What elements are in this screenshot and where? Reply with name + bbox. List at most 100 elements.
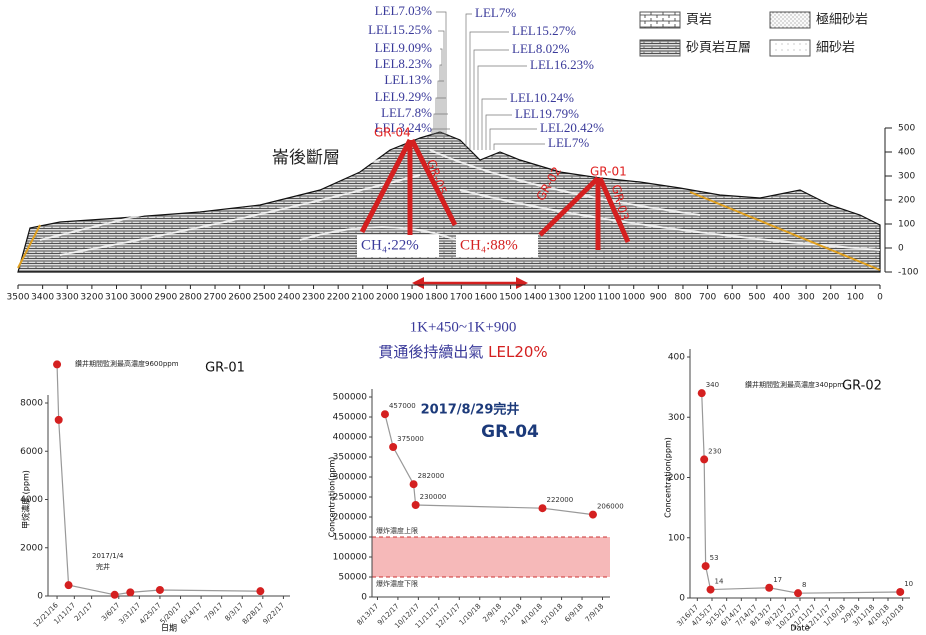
x-tick-label: 1400 xyxy=(524,293,547,303)
y-tick-label: 150000 xyxy=(333,533,368,543)
data-point xyxy=(794,589,802,597)
chart-title: GR-04 xyxy=(481,422,539,442)
x-tick-label: 2000 xyxy=(376,293,399,303)
x-tick-label: 1000 xyxy=(622,293,645,303)
data-point xyxy=(702,562,710,570)
data-label: 53 xyxy=(710,554,719,562)
legend-label: 砂頁岩互層 xyxy=(686,41,751,56)
lel-label: LEL20.42% xyxy=(540,120,604,135)
y-tick-label: 6000 xyxy=(20,447,43,457)
y-tick-label: 8000 xyxy=(20,399,43,409)
lel-label: LEL19.79% xyxy=(515,106,579,121)
band-label: 爆炸濃度上限 xyxy=(376,526,418,535)
y-tick-label: 300 xyxy=(898,172,915,182)
y-tick-label: 400000 xyxy=(333,433,368,443)
x-tick-label: 2900 xyxy=(154,293,177,303)
x-tick-label: 2500 xyxy=(253,293,276,303)
y-tick-label: 0 xyxy=(679,594,685,604)
lel-label: LEL16.23% xyxy=(530,57,594,72)
x-tick-label: 1900 xyxy=(401,293,424,303)
data-label: 230 xyxy=(708,447,721,455)
leader-line xyxy=(438,81,444,135)
fault-label: 崙後斷層 xyxy=(272,148,340,168)
legend-swatch xyxy=(640,40,680,56)
y-tick-label: 100 xyxy=(668,533,685,543)
y-tick-label: 250000 xyxy=(333,493,368,503)
y-tick-label: 500 xyxy=(898,124,915,134)
data-point xyxy=(55,416,63,424)
y-tick-label: 450000 xyxy=(333,413,368,423)
lel-label: LEL8.23% xyxy=(375,56,433,71)
data-point xyxy=(412,501,420,509)
data-point xyxy=(707,586,715,594)
x-tick-label: 5/10/18 xyxy=(540,602,565,627)
y-tick-label: 350000 xyxy=(333,453,368,463)
x-tick-label: 7/9/18 xyxy=(584,602,606,624)
data-point xyxy=(765,584,773,592)
ch4-label: CH₄:22% xyxy=(361,237,419,253)
x-tick-label: 1700 xyxy=(450,293,473,303)
y-tick-label: 400 xyxy=(668,353,685,363)
lel-label: LEL10.24% xyxy=(510,90,574,105)
x-tick-label: 7/9/17 xyxy=(203,601,225,623)
y-tick-label: 400 xyxy=(898,148,915,158)
x-tick-label: 3/31/17 xyxy=(117,601,142,626)
x-tick-label: 300 xyxy=(798,293,815,303)
leader-line xyxy=(466,14,472,150)
y-tick-label: 0 xyxy=(898,244,904,254)
data-point xyxy=(698,389,706,397)
leader-line xyxy=(438,31,444,135)
data-label: 230000 xyxy=(420,493,447,501)
x-tick-label: 3500 xyxy=(7,293,30,303)
x-tick-label: 100 xyxy=(847,293,864,303)
lel-label: LEL15.27% xyxy=(512,23,576,38)
series-line xyxy=(702,393,900,593)
lel-label: LEL9.29% xyxy=(375,89,433,104)
x-tick-label: 1200 xyxy=(573,293,596,303)
y-tick-label: 500000 xyxy=(333,393,368,403)
data-point xyxy=(389,443,397,451)
body: {"section": { "fault_label": "崙後斷層", "le… xyxy=(0,0,926,635)
ch4-label: CH₄:88% xyxy=(460,237,518,253)
x-tick-label: 0 xyxy=(877,293,883,303)
y-tick-label: 100000 xyxy=(333,553,368,563)
data-point xyxy=(381,410,389,418)
data-label: 375000 xyxy=(397,435,424,443)
legend-swatch xyxy=(770,40,810,56)
caption-highlight: LEL20% xyxy=(488,343,548,361)
x-tick-label: 3400 xyxy=(31,293,54,303)
x-tick-label: 6/9/18 xyxy=(563,602,585,624)
x-tick-label: 2300 xyxy=(302,293,325,303)
lel-label: LEL7% xyxy=(475,5,516,20)
caption-text: 貫通後持續出氣 xyxy=(378,343,488,361)
x-tick-label: 1/10/18 xyxy=(458,602,483,627)
x-tick-label: 3200 xyxy=(80,293,103,303)
x-tick-label: 700 xyxy=(699,293,716,303)
band-label: 爆炸濃度下限 xyxy=(376,579,418,588)
x-tick-label: 3100 xyxy=(105,293,128,303)
legend-label: 細砂岩 xyxy=(816,41,855,56)
y-tick-label: 100 xyxy=(898,220,915,230)
leader-line xyxy=(494,144,545,150)
data-label: 457000 xyxy=(389,402,416,410)
series-line xyxy=(57,364,260,594)
x-tick-label: 400 xyxy=(773,293,790,303)
y-tick-label: 200 xyxy=(898,196,915,206)
x-axis-label: Date xyxy=(790,624,809,633)
x-tick-label: 3000 xyxy=(130,293,153,303)
data-point xyxy=(256,587,264,595)
data-label: 8 xyxy=(802,581,806,589)
data-point xyxy=(410,480,418,488)
annotation: 鑽井期間監測最高濃度340ppm xyxy=(745,380,844,389)
x-tick-label: 800 xyxy=(674,293,691,303)
x-tick-label: 1800 xyxy=(425,293,448,303)
caption: 1K+450~1K+900 xyxy=(410,319,517,335)
x-tick-label: 2800 xyxy=(179,293,202,303)
figure: 3500340033003200310030002900280027002600… xyxy=(0,0,926,635)
legend-swatch xyxy=(640,12,680,28)
y-tick-label: 0 xyxy=(37,592,43,602)
x-tick-label: 5/20/17 xyxy=(159,601,184,626)
data-label: 10 xyxy=(904,580,913,588)
annotation: 鑽井期間監測最高濃度9600ppm xyxy=(75,359,179,368)
y-tick-label: 300000 xyxy=(333,473,368,483)
